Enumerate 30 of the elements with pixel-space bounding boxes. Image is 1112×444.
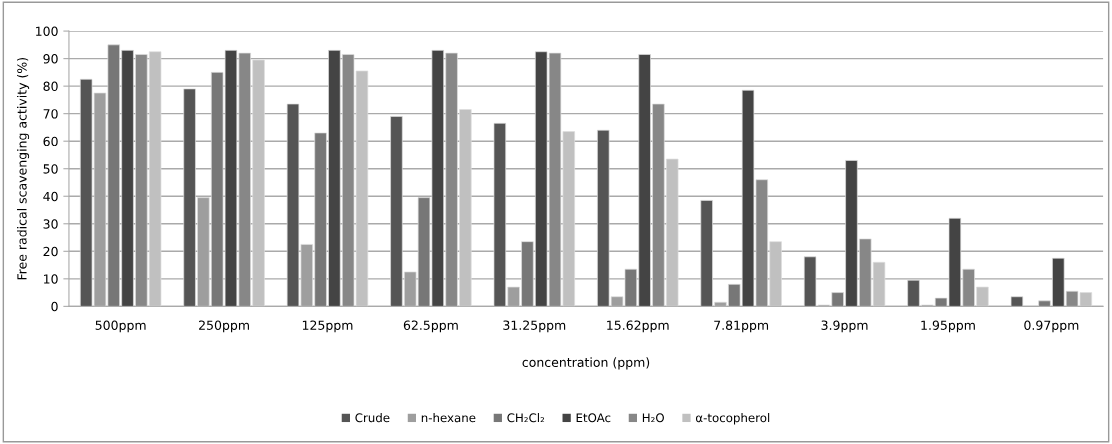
x-tick-label: 500ppm — [95, 320, 146, 333]
y-tick-label: 90 — [43, 54, 58, 64]
legend-label: CH₂Cl₂ — [507, 413, 545, 423]
x-tick-label: 62.5ppm — [403, 320, 458, 333]
x-tick-label: 125ppm — [302, 320, 353, 333]
legend-label: n-hexane — [421, 413, 476, 423]
y-tick-label: 70 — [43, 109, 58, 119]
x-tick-label: 250ppm — [199, 320, 249, 333]
y-tick-label: 0 — [51, 301, 58, 312]
legend-label: EtOAc — [576, 413, 611, 423]
x-axis-title: concentration (ppm) — [522, 357, 650, 370]
x-tick-label: 1.95ppm — [921, 320, 975, 333]
legend-label: H₂O — [642, 413, 664, 423]
x-tick-label: 7.81ppm — [714, 320, 769, 333]
y-tick-label: 10 — [43, 274, 58, 284]
y-tick-label: 50 — [43, 164, 58, 174]
x-tick-label: 0.97ppm — [1024, 320, 1079, 333]
y-tick-label: 60 — [43, 136, 58, 147]
y-tick-label: 100 — [36, 26, 58, 37]
legend-label: Crude — [355, 413, 390, 423]
x-tick-label: 3.9ppm — [821, 320, 868, 333]
y-tick-label: 40 — [43, 191, 58, 202]
x-tick-label: 15.62ppm — [607, 320, 669, 333]
bar — [1010, 296, 1024, 307]
legend-label: α-tocopherol — [695, 413, 770, 425]
x-tick-label: 31.25ppm — [503, 320, 566, 333]
y-axis-title: Free radical scavenging activity (%) — [17, 57, 30, 280]
y-tick-label: 30 — [43, 219, 58, 229]
y-tick-label: 20 — [43, 246, 58, 257]
y-tick-label: 80 — [43, 81, 58, 92]
